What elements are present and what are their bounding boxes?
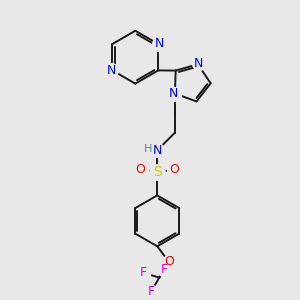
- Text: N: N: [107, 64, 116, 77]
- Text: N: N: [153, 144, 162, 157]
- Text: O: O: [136, 164, 146, 176]
- Text: H: H: [144, 144, 153, 154]
- Text: O: O: [164, 255, 174, 268]
- Text: F: F: [140, 266, 147, 279]
- Text: O: O: [169, 164, 179, 176]
- Text: F: F: [160, 263, 168, 276]
- Text: F: F: [148, 285, 155, 298]
- Text: N: N: [169, 87, 178, 100]
- Text: S: S: [153, 165, 162, 179]
- Text: N: N: [154, 38, 164, 50]
- Text: N: N: [194, 57, 203, 70]
